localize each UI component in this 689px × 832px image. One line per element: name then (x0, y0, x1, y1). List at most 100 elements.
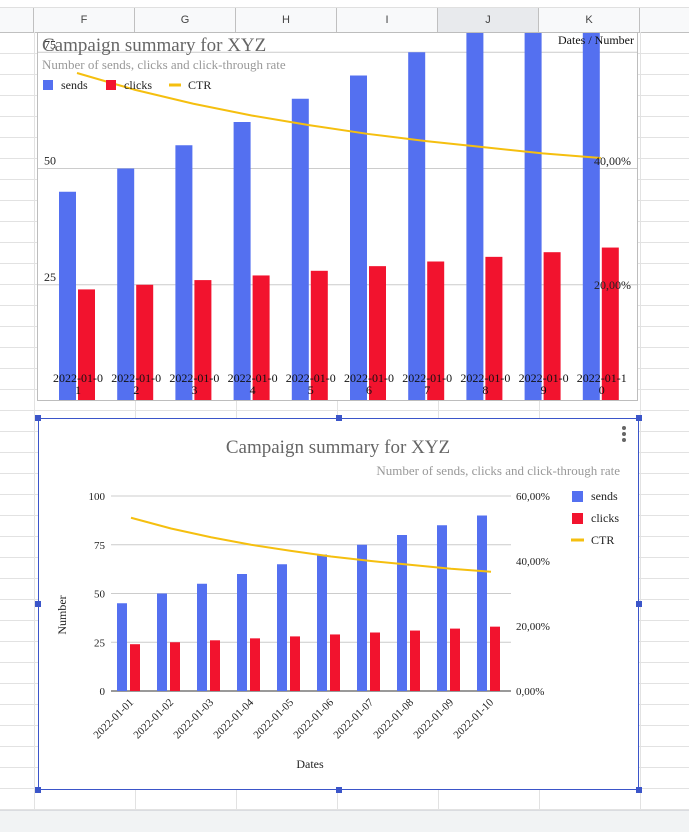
column-header-g[interactable]: G (135, 8, 236, 32)
legend-swatch-sends (572, 491, 583, 502)
y-tick-label: 75 (44, 37, 56, 51)
bar-clicks (250, 638, 260, 691)
column-header-bar: F G H I J K (0, 7, 689, 33)
chart-small-svg: 25 50 75 2022-01-0 1 2022-01-0 2 2022-01-0 3 2022… (38, 0, 637, 401)
y2-tick-label: 40,00% (516, 556, 550, 568)
legend-swatch-clicks (106, 80, 116, 90)
bar-sends (524, 5, 542, 401)
bar-sends (237, 574, 247, 691)
resize-handle-top-left[interactable] (35, 415, 41, 421)
bar-clicks (410, 630, 420, 691)
grid-row-line (0, 809, 689, 810)
x-tick-label: 2022-01-05 (251, 696, 296, 741)
bar-sends (317, 554, 327, 691)
legend-label-ctr: CTR (591, 533, 614, 547)
column-header-h[interactable]: H (236, 8, 337, 32)
bar-sends (277, 564, 287, 691)
bar-sends (397, 535, 407, 691)
bar-clicks (136, 284, 154, 401)
bar-clicks (485, 256, 503, 401)
y-axis-title: Number (55, 595, 69, 634)
resize-handle-top-right[interactable] (636, 415, 642, 421)
chart-subtitle: Number of sends, clicks and click-throug… (376, 463, 620, 478)
x-tick-label: 2022-01-10 (451, 696, 496, 741)
bar-sends (477, 515, 487, 691)
ctr-line (76, 72, 601, 159)
column-header-f[interactable]: F (34, 8, 135, 32)
corner-cell[interactable] (0, 8, 34, 32)
chart-selected[interactable]: 0 25 50 75 100 0,00% 20,00% 40,00% 60,00% 2022-01… (38, 418, 639, 790)
grid-column-line (640, 32, 641, 810)
column-header-j[interactable]: J (438, 8, 539, 32)
bar-clicks (310, 270, 328, 401)
y-tick-label: 50 (44, 154, 56, 168)
chart-title: Campaign summary for XYZ (42, 35, 266, 56)
resize-handle-top[interactable] (336, 415, 342, 421)
bar-clicks (490, 626, 500, 691)
resize-handle-bottom-right[interactable] (636, 787, 642, 793)
x-tick-label: 2022-01-07 (331, 696, 376, 741)
x-tick-label: 2022-01-03 (171, 696, 216, 741)
bar-clicks (427, 261, 445, 401)
bar-clicks (210, 640, 220, 691)
bar-sends (117, 603, 127, 691)
bar-sends (175, 145, 193, 401)
chart-menu-icon[interactable] (621, 426, 627, 444)
bar-clicks (170, 642, 180, 691)
bar-sends (233, 122, 251, 401)
y-tick-label: 25 (44, 270, 56, 284)
y-tick-label: 100 (89, 491, 106, 503)
x-tick-label: 2022-01-02 (131, 697, 176, 742)
y-tick-label: 75 (94, 540, 106, 552)
resize-handle-bottom-left[interactable] (35, 787, 41, 793)
bar-sends (350, 75, 367, 401)
column-header-k[interactable]: K (539, 8, 640, 32)
y2-tick-label: 0,00% (516, 686, 544, 698)
bar-sends (437, 525, 447, 691)
column-header-next[interactable] (640, 8, 689, 32)
bar-clicks (330, 634, 340, 691)
legend-label-ctr: CTR (188, 78, 211, 92)
legend-swatch-clicks (572, 513, 583, 524)
legend-label-clicks: clicks (124, 78, 152, 92)
bar-clicks (601, 247, 619, 401)
bar-clicks (369, 266, 386, 401)
y-tick-label: 50 (94, 589, 106, 601)
legend-label-sends: sends (61, 78, 88, 92)
column-header-i[interactable]: I (337, 8, 438, 32)
corner-label: Dates / Number (558, 33, 634, 47)
x-tick-label: 2022-01-08 (371, 696, 416, 741)
bar-clicks (78, 289, 95, 401)
bar-clicks (543, 252, 561, 401)
y-tick-label: 0 (100, 686, 106, 698)
bar-clicks (370, 632, 380, 691)
legend-label-clicks: clicks (591, 511, 619, 525)
chart-small[interactable]: 25 50 75 2022-01-0 1 2022-01-0 2 2022-01-0 3 2022… (37, 0, 638, 401)
bar-sends (59, 191, 76, 401)
bar-sends (582, 0, 600, 401)
y-tick-label: 25 (94, 637, 106, 649)
bar-clicks (130, 644, 140, 691)
bar-sends (117, 168, 135, 401)
bar-sends (197, 583, 207, 691)
resize-handle-left[interactable] (35, 601, 41, 607)
resize-handle-bottom[interactable] (336, 787, 342, 793)
bar-sends (291, 98, 309, 401)
chart-selected-svg: 0 25 50 75 100 0,00% 20,00% 40,00% 60,00% 2022-01… (55, 437, 620, 771)
bar-sends (408, 52, 426, 401)
grid-row-line (0, 410, 689, 411)
resize-handle-right[interactable] (636, 601, 642, 607)
sheet-bottom-bar (0, 810, 689, 832)
legend-label-sends: sends (591, 489, 618, 503)
x-tick-label: 2022-01-01 (91, 697, 136, 742)
bar-clicks (194, 280, 212, 401)
chart-subtitle: Number of sends, clicks and click-throug… (42, 57, 286, 72)
